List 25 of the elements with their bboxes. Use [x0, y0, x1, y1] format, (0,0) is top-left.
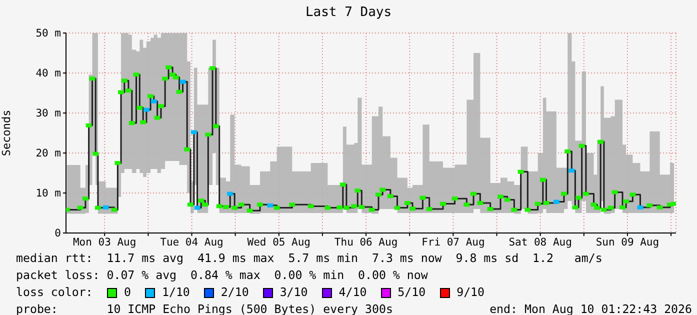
- y-tick-label: 20 m: [36, 148, 61, 160]
- y-tick-label: 0: [54, 228, 61, 240]
- y-tick-label: 40 m: [36, 68, 61, 80]
- y-tick-label: 50 m: [36, 28, 61, 40]
- legend-label: 0: [124, 284, 131, 301]
- y-axis-title: Seconds: [0, 110, 13, 156]
- chart-title: Last 7 Days: [304, 5, 393, 20]
- text: packet loss: 0.07 % avg 0.84 % max 0.00 % min 0.00 % now: [16, 267, 429, 284]
- x-tick-label: Sun 09 Aug: [596, 236, 660, 248]
- y-tick-label: 10 m: [36, 188, 61, 200]
- legend-label: 9/10: [456, 284, 485, 301]
- x-tick-label: Wed 05 Aug: [247, 236, 311, 248]
- text: median rtt: 11.7 ms avg 41.9 ms max 5.7 ms min 7.3 ms now 9.8 ms sd 1.2 am/s: [16, 250, 604, 267]
- legend-title: loss color:: [16, 284, 94, 301]
- legend-label: 4/10: [338, 284, 367, 301]
- y-tick-label: 30 m: [36, 108, 61, 120]
- legend-label: 2/10: [220, 284, 249, 301]
- x-tick-label: Fri 07 Aug: [422, 236, 485, 248]
- x-tick-label: Sat 08 Aug: [508, 236, 572, 248]
- legend-label: 3/10: [280, 284, 308, 301]
- x-tick-label: Mon 03 Aug: [73, 236, 136, 248]
- legend-label: 5/10: [398, 284, 426, 301]
- x-tick-label: Tue 04 Aug: [160, 236, 224, 248]
- legend-label: 1/10: [162, 284, 190, 301]
- x-tick-label: Thu 06 Aug: [334, 236, 398, 248]
